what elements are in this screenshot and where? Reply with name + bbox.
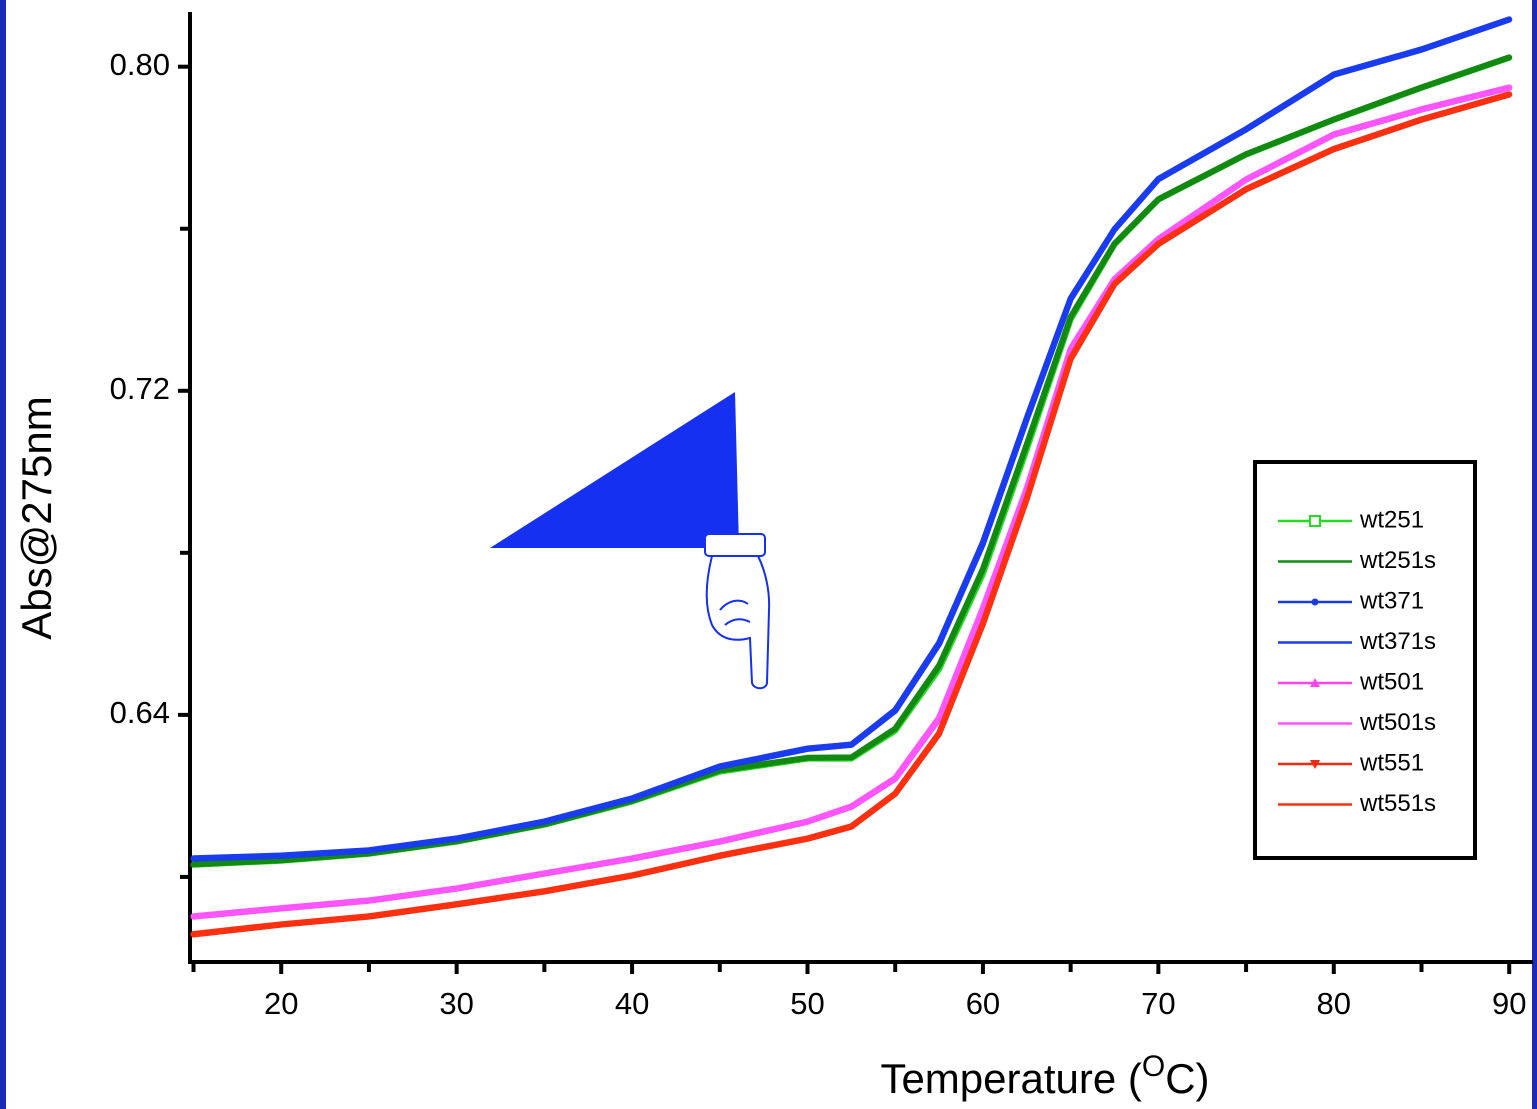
legend-label: wt251	[1359, 506, 1424, 533]
series-line	[190, 91, 1513, 937]
y-tick-label: 0.80	[110, 47, 170, 82]
legend-marker	[1311, 598, 1319, 606]
legend: wt251 wt251s wt371 wt371s wt501 wt501s wt551 wt…	[1253, 460, 1477, 860]
x-tick-label: 80	[1317, 986, 1351, 1021]
x-tick-label: 30	[439, 986, 473, 1021]
x-tick-label: 20	[264, 986, 298, 1021]
legend-box	[1253, 460, 1477, 860]
x-axis-title: Temperature (OC)	[880, 1050, 1209, 1102]
pointer-flag	[490, 392, 739, 548]
legend-marker	[1309, 515, 1321, 527]
legend-label: wt551	[1359, 749, 1424, 776]
legend-marker	[1310, 678, 1320, 687]
frame-left	[0, 0, 6, 1109]
x-tick-label: 70	[1141, 986, 1175, 1021]
pointer-hand	[704, 533, 771, 690]
legend-label: wt371	[1359, 587, 1424, 614]
legend-label: wt551s	[1359, 790, 1436, 817]
series-line	[190, 16, 1513, 862]
x-tick-label: 40	[615, 986, 649, 1021]
x-axis-title-sup: O	[1142, 1050, 1165, 1083]
x-axis-title-part: Temperature (	[880, 1055, 1141, 1102]
frame-right	[1532, 0, 1537, 1109]
x-axis-title-part: C)	[1165, 1055, 1209, 1102]
series-line	[190, 84, 1513, 920]
y-axis-title: Abs@275nm	[13, 396, 60, 639]
x-tick-label: 90	[1492, 986, 1526, 1021]
legend-label: wt501s	[1359, 709, 1436, 736]
x-tick-label: 50	[790, 986, 824, 1021]
y-tick-label: 0.72	[110, 371, 170, 406]
legend-label: wt501	[1359, 668, 1424, 695]
legend-label: wt251s	[1359, 547, 1436, 574]
y-tick-label: 0.64	[110, 695, 170, 730]
legend-marker	[1310, 760, 1320, 769]
legend-label: wt371s	[1359, 628, 1436, 655]
x-tick-label: 60	[966, 986, 1000, 1021]
